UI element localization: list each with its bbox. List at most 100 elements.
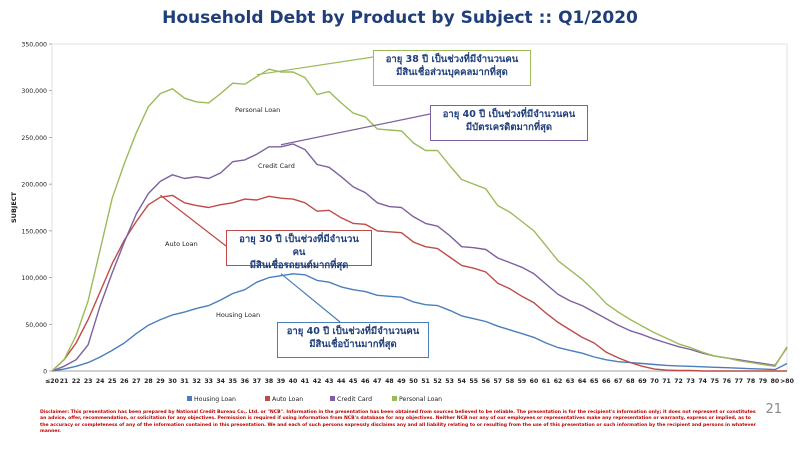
x-tick-label: 47	[373, 378, 382, 385]
callout-personal-line2: มีสินเชื่อส่วนบุคคลมากที่สุด	[396, 66, 508, 78]
legend-swatch	[392, 396, 397, 401]
callout-credit-line2: มีบัตรเครดิตมากที่สุด	[465, 121, 553, 133]
page-number: 21	[765, 402, 782, 417]
x-tick-label: 42	[313, 378, 322, 385]
x-tick-label: 44	[337, 378, 346, 385]
x-tick-label: 69	[638, 378, 647, 385]
callout-auto-line1: อายุ 30 ปี เป็นช่วงที่มีจำนวนคน	[239, 234, 359, 258]
x-tick-label: 40	[289, 378, 298, 385]
x-tick-label: 58	[506, 378, 515, 385]
x-tick-label: 79	[759, 378, 768, 385]
callout-housing-line1: อายุ 40 ปี เป็นช่วงที่มีจำนวนคน	[286, 326, 420, 337]
x-tick-label: 22	[72, 378, 81, 385]
series-annotation: Credit Card	[258, 162, 295, 170]
x-tick-label: 30	[168, 378, 177, 385]
y-tick-label: 100,000	[21, 275, 47, 282]
y-tick-label: 200,000	[21, 182, 47, 189]
x-tick-label: 25	[108, 378, 117, 385]
x-tick-label: 23	[84, 378, 93, 385]
x-tick-label: 48	[385, 378, 394, 385]
y-axis-title: SUBJECT	[10, 191, 18, 223]
x-tick-label: 28	[144, 378, 153, 385]
x-tick-label: 70	[650, 378, 659, 385]
x-tick-label: 72	[674, 378, 683, 385]
y-tick-label: 0	[43, 369, 47, 376]
x-tick-label: 76	[722, 378, 731, 385]
y-tick-label: 350,000	[21, 42, 47, 49]
page-title: Household Debt by Product by Subject :: …	[162, 8, 638, 28]
x-tick-label: 51	[421, 378, 430, 385]
x-tick-label: 66	[602, 378, 611, 385]
x-tick-label: 46	[361, 378, 370, 385]
x-tick-label: 64	[578, 378, 587, 385]
x-tick-label: 56	[481, 378, 490, 385]
x-tick-label: 59	[518, 378, 527, 385]
x-tick-label: 38	[265, 378, 274, 385]
callout-auto-line2: มีสินเชื่อรถยนต์มากที่สุด	[249, 259, 349, 271]
x-tick-label: 55	[469, 378, 478, 385]
legend-swatch	[265, 396, 270, 401]
x-tick-label: 32	[192, 378, 201, 385]
x-tick-label: 57	[494, 378, 503, 385]
callout-credit-line1: อายุ 40 ปี เป็นช่วงที่มีจำนวนคน	[442, 109, 576, 120]
x-tick-label: 62	[554, 378, 563, 385]
callout-credit-card: อายุ 40 ปี เป็นช่วงที่มีจำนวนคน มีบัตรเค…	[430, 105, 588, 141]
callout-connector-credit	[280, 113, 431, 146]
x-tick-label: 31	[180, 378, 189, 385]
x-tick-label: 45	[349, 378, 358, 385]
x-tick-label: 26	[120, 378, 129, 385]
series-annotation: Personal Loan	[235, 106, 280, 114]
x-tick-label: 33	[204, 378, 213, 385]
y-tick-label: 300,000	[21, 88, 47, 95]
callout-connector-housing	[280, 273, 341, 323]
x-tick-label: 78	[747, 378, 756, 385]
x-tick-label: 60	[530, 378, 539, 385]
callout-personal-loan: อายุ 38 ปี เป็นช่วงที่มีจำนวนคน มีสินเชื…	[373, 50, 531, 86]
x-tick-label: 41	[301, 378, 310, 385]
x-tick-label: 36	[240, 378, 249, 385]
disclaimer-text: Disclaimer: This presentation has been p…	[40, 410, 756, 435]
x-tick-label: 74	[698, 378, 707, 385]
x-tick-label: 77	[734, 378, 743, 385]
x-tick-label: 24	[96, 378, 105, 385]
legend-swatch	[187, 396, 192, 401]
y-tick-label: 150,000	[21, 228, 47, 235]
x-tick-label: 80	[771, 378, 780, 385]
x-tick-label: 39	[277, 378, 286, 385]
x-tick-label: 21	[60, 378, 69, 385]
x-tick-label: 27	[132, 378, 141, 385]
series-line-credit-card	[51, 143, 788, 372]
callout-connector-personal	[256, 56, 374, 76]
legend-label: Auto Loan	[272, 396, 303, 403]
legend-swatch	[330, 396, 335, 401]
x-tick-label: >80	[780, 378, 794, 385]
series-annotation: Housing Loan	[216, 311, 260, 319]
x-tick-label: 67	[614, 378, 623, 385]
x-tick-label: 35	[228, 378, 237, 385]
callout-housing-line2: มีสินเชื่อบ้านมากที่สุด	[309, 338, 397, 350]
series-line-housing-loan	[51, 273, 788, 372]
x-tick-label: 49	[397, 378, 406, 385]
y-tick-label: 50,000	[25, 322, 47, 329]
x-tick-label: 63	[566, 378, 575, 385]
series-line-personal-loan	[51, 68, 788, 372]
x-tick-label: 34	[216, 378, 225, 385]
callout-auto-loan: อายุ 30 ปี เป็นช่วงที่มีจำนวนคน มีสินเชื…	[226, 230, 372, 271]
x-tick-label: 68	[626, 378, 635, 385]
series-annotation: Auto Loan	[165, 240, 198, 248]
x-tick-label: 71	[662, 378, 671, 385]
x-tick-label: 52	[433, 378, 442, 385]
legend-label: Credit Card	[337, 396, 372, 403]
callout-personal-line1: อายุ 38 ปี เป็นช่วงที่มีจำนวนคน	[385, 54, 519, 65]
x-tick-label: 75	[710, 378, 719, 385]
x-tick-label: 65	[590, 378, 599, 385]
x-tick-label: 37	[253, 378, 262, 385]
legend-label: Housing Loan	[194, 396, 236, 403]
x-tick-label: 29	[156, 378, 165, 385]
x-tick-label: 43	[325, 378, 334, 385]
callout-connector-auto	[160, 194, 227, 247]
x-tick-label: 73	[686, 378, 695, 385]
callout-housing-loan: อายุ 40 ปี เป็นช่วงที่มีจำนวนคน มีสินเชื…	[277, 322, 429, 358]
x-tick-label: 54	[457, 378, 466, 385]
